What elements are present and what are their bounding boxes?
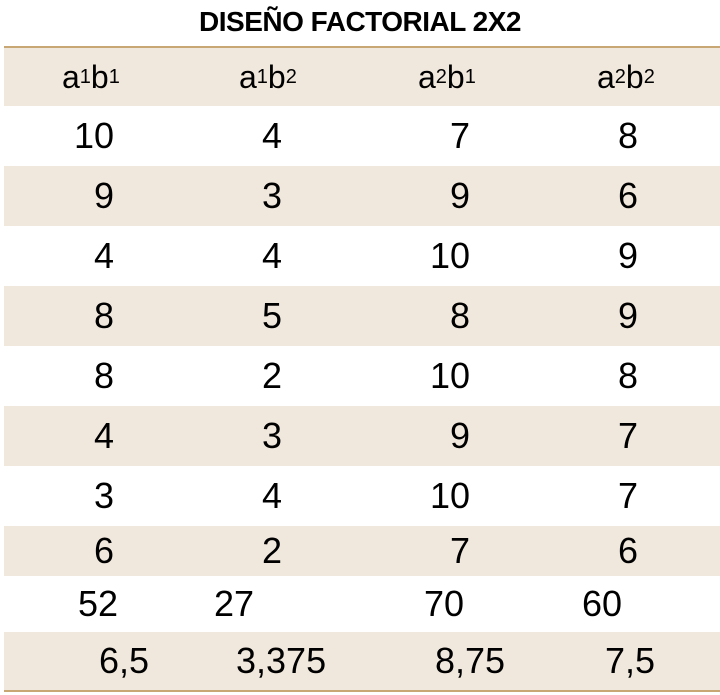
- total-cell: 52: [78, 583, 119, 624]
- bottom-rule: [4, 690, 720, 692]
- table-cell: 6: [618, 175, 639, 216]
- table-row: 3 4 10 7: [4, 466, 720, 526]
- table-cell: 7: [618, 475, 639, 516]
- table-cell: 8: [94, 295, 115, 336]
- table-cell: 3: [94, 475, 115, 516]
- table-cell: 9: [450, 175, 471, 216]
- table-row: 8 2 10 8: [4, 346, 720, 406]
- table-cell: 2: [262, 355, 283, 396]
- table-cell: 3: [262, 175, 283, 216]
- table-cell: 10: [74, 115, 115, 156]
- table-cell: 10: [430, 235, 471, 276]
- table-cell: 6: [618, 530, 639, 571]
- table-cell: 9: [618, 295, 639, 336]
- mean-cell: 3,375: [236, 640, 327, 681]
- top-rule: [4, 46, 720, 48]
- mean-cell: 6,5: [99, 640, 150, 681]
- total-cell: 70: [424, 583, 465, 624]
- table-title: DISEÑO FACTORIAL 2X2: [199, 6, 521, 37]
- table-cell: 4: [94, 235, 115, 276]
- table-cell: 2: [262, 530, 283, 571]
- table-cell: 8: [618, 115, 639, 156]
- table-row: 6 2 7 6: [4, 526, 720, 576]
- table-cell: 9: [94, 175, 115, 216]
- table-cell: 7: [450, 530, 471, 571]
- table-cell: 10: [430, 475, 471, 516]
- table-cell: 8: [450, 295, 471, 336]
- means-row: 6,5 3,375 8,75 7,5: [4, 632, 720, 690]
- total-cell: 60: [582, 583, 623, 624]
- table-row: 4 4 10 9: [4, 226, 720, 286]
- table-cell: 9: [618, 235, 639, 276]
- table-row: 8 5 8 9: [4, 286, 720, 346]
- table-cell: 4: [262, 115, 283, 156]
- table-cell: 9: [450, 415, 471, 456]
- table-row: 4 3 9 7: [4, 406, 720, 466]
- table-cell: 5: [262, 295, 283, 336]
- table-cell: 4: [94, 415, 115, 456]
- mean-cell: 7,5: [605, 640, 656, 681]
- mean-cell: 8,75: [435, 640, 506, 681]
- table-cell: 7: [618, 415, 639, 456]
- totals-row: 52 27 70 60: [4, 576, 720, 632]
- table-cell: 7: [450, 115, 471, 156]
- table-cell: 8: [618, 355, 639, 396]
- table-cell: 4: [262, 235, 283, 276]
- table-cell: 3: [262, 415, 283, 456]
- table-cell: 6: [94, 530, 115, 571]
- table-cell: 4: [262, 475, 283, 516]
- table-row: 9 3 9 6: [4, 166, 720, 226]
- table-row: 10 4 7 8: [4, 106, 720, 166]
- table-cell: 10: [430, 355, 471, 396]
- table-cell: 8: [94, 355, 115, 396]
- total-cell: 27: [214, 583, 255, 624]
